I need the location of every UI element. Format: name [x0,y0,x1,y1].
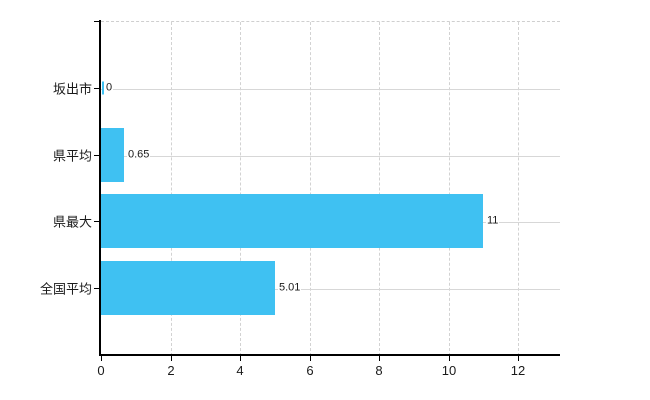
bar [101,128,124,182]
gridline-horizontal [101,156,560,157]
x-tick-label: 10 [441,363,457,378]
gridline-vertical [310,22,311,356]
y-axis-tick [94,155,99,156]
gridline-horizontal [101,289,560,290]
y-axis-tick [94,21,99,22]
value-label: 5.01 [278,281,302,295]
x-tick-label: 0 [97,363,105,378]
x-tick-label: 2 [167,363,175,378]
category-label: 坂出市 [52,81,92,97]
gridline-vertical [449,22,450,356]
x-tick-label: 6 [306,363,314,378]
value-label: 0 [102,81,114,95]
y-axis-tick [94,88,99,89]
x-axis-tick [518,356,519,361]
value-label: 11 [486,214,500,228]
x-axis-tick [449,356,450,361]
gridline-vertical [240,22,241,356]
gridline-horizontal [101,89,560,90]
bar [101,194,483,248]
value-label: 0.65 [127,148,151,162]
x-axis-tick [310,356,311,361]
x-axis-tick [379,356,380,361]
x-axis-tick [171,356,172,361]
category-label: 県平均 [52,148,92,164]
x-tick-label: 4 [236,363,244,378]
y-axis-tick [94,221,99,222]
y-axis-tick [94,288,99,289]
gridline-vertical [171,22,172,356]
x-tick-label: 12 [510,363,526,378]
x-tick-label: 8 [375,363,383,378]
category-label: 全国平均 [39,281,92,297]
gridline-vertical [518,22,519,356]
y-axis-line [99,20,101,355]
category-label: 県最大 [52,214,92,230]
x-axis-tick [240,356,241,361]
x-axis-line [99,354,560,356]
bar [101,261,275,315]
x-axis-tick [101,356,102,361]
gridline-vertical [379,22,380,356]
